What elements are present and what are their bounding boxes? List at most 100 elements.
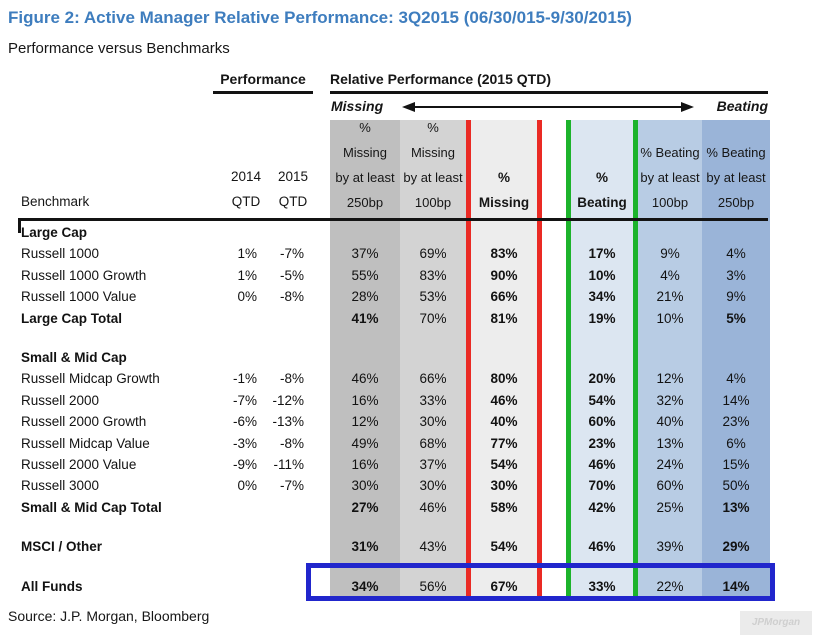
cell-2015-qtd (245, 536, 304, 557)
cell-beating-100bp: 32% (656, 392, 684, 408)
cell-beating-100bp (638, 222, 702, 243)
cell-beating-100bp (638, 347, 702, 368)
row-label: Russell 2000 Growth (21, 414, 147, 430)
red-divider-line-right (537, 120, 542, 601)
row-label: MSCI / Other (21, 539, 103, 555)
cell-beating-250bp: 15% (722, 457, 750, 472)
cell-missing-100bp: 66% (419, 371, 447, 387)
table-body: Large Cap Russell 1000 1% -7% 37% 69% 83% 17% 9%… (0, 222, 814, 602)
table-row: All Funds 34% 56% 67% 33% 22% 14% (0, 576, 814, 597)
column-header-beating-100bp: % Beating by at least 100bp (638, 120, 702, 216)
cell-2015-qtd (245, 347, 304, 368)
row-label: Russell 1000 Value (21, 289, 137, 305)
column-header-line: Missing (410, 145, 456, 160)
cell-2015-qtd (245, 576, 304, 597)
cell-beating: 33% (588, 578, 616, 594)
cell-beating: 54% (588, 392, 616, 408)
year-2014-header: 2014 (230, 169, 262, 184)
table-row: Russell Midcap Growth -1% -8% 46% 66% 80% 20% 1… (0, 368, 814, 389)
cell-beating-100bp: 12% (656, 371, 684, 387)
column-header-missing-100bp: % Missing by at least 100bp (400, 120, 466, 216)
cell-missing-250bp: 46% (351, 371, 379, 387)
cell-beating: 10% (588, 267, 616, 283)
row-label: Large Cap (21, 225, 88, 240)
cell-beating: 34% (588, 289, 616, 305)
cell-beating: 17% (588, 246, 616, 262)
cell-beating (571, 222, 633, 243)
row-label: Russell 2000 (21, 392, 100, 408)
table-row: Large Cap Total 41% 70% 81% 19% 10% 5% (0, 308, 814, 329)
cell-beating-250bp: 4% (726, 371, 746, 387)
column-header-line: 250bp (717, 195, 755, 210)
column-header-line: % (497, 170, 510, 185)
column-header-beating: % Beating (571, 120, 633, 216)
cell-missing-100bp (400, 347, 466, 368)
cell-beating-100bp: 25% (656, 499, 684, 515)
column-header-line: 250bp (346, 195, 384, 210)
cell-missing-250bp (330, 347, 400, 368)
table-row: Small & Mid Cap Total 27% 46% 58% 42% 25% 13% (0, 497, 814, 518)
cell-missing-250bp: 12% (351, 414, 379, 430)
cell-2015-qtd: -11% (273, 457, 304, 472)
column-header-line: Missing (342, 145, 388, 160)
relative-performance-group-header: Relative Performance (2015 QTD) (330, 71, 551, 87)
column-header-line: % (427, 120, 439, 135)
cell-beating-100bp: 24% (656, 457, 684, 472)
column-header-line: % Beating (640, 145, 700, 160)
column-header-line: by at least (335, 170, 395, 185)
cell-2014-qtd: -3% (232, 435, 257, 451)
table-left-tick (18, 220, 21, 233)
cell-missing-100bp: 70% (419, 310, 447, 326)
cell-beating-100bp: 13% (656, 435, 684, 451)
column-strip-beating-100bp (638, 120, 702, 601)
table-row: Russell Midcap Value -3% -8% 49% 68% 77% 23% 13… (0, 433, 814, 454)
cell-missing-250bp: 27% (351, 499, 379, 515)
beating-direction-label: Beating (716, 98, 768, 114)
green-divider-line-left (566, 120, 571, 601)
cell-2015-qtd (245, 497, 304, 518)
cell-beating-250bp: 13% (722, 499, 750, 515)
performance-group-header: Performance (220, 71, 306, 87)
table-row: Russell 1000 Value 0% -8% 28% 53% 66% 34% 21% 9% (0, 286, 814, 307)
column-header-line: 100bp (651, 195, 689, 210)
cell-missing-100bp: 53% (419, 289, 447, 305)
cell-missing-250bp: 41% (351, 310, 379, 326)
cell-missing-100bp: 68% (419, 435, 447, 451)
cell-missing-100bp: 30% (419, 414, 447, 430)
cell-2015-qtd: -7% (279, 478, 304, 494)
column-strip-beating (571, 120, 633, 601)
cell-beating-250bp: 14% (722, 578, 750, 594)
cell-beating: 70% (588, 478, 616, 494)
cell-beating-250bp: 4% (726, 246, 746, 262)
cell-2014-qtd: -6% (232, 414, 257, 430)
cell-beating (571, 347, 633, 368)
figure-subtitle: Performance versus Benchmarks (8, 40, 230, 57)
cell-missing: 40% (490, 414, 518, 430)
table-row: Russell 2000 Growth -6% -13% 12% 30% 40% 60% 40… (0, 411, 814, 432)
column-header-line: Beating (577, 195, 627, 210)
cell-2015-qtd: -13% (272, 414, 304, 430)
cell-beating-250bp: 14% (722, 392, 750, 408)
table-row: Russell 2000 -7% -12% 16% 33% 46% 54% 32% 14% (0, 390, 814, 411)
red-divider-line-left (466, 120, 471, 601)
table-row: MSCI / Other 31% 43% 54% 46% 39% 29% (0, 536, 814, 557)
row-label: Russell Midcap Growth (21, 371, 160, 387)
figure-title: Figure 2: Active Manager Relative Perfor… (8, 8, 632, 27)
column-strip-beating-250bp (702, 120, 770, 601)
cell-2015-qtd: -12% (272, 392, 304, 408)
column-strip-missing-250bp (330, 120, 400, 601)
cell-missing: 80% (490, 371, 518, 387)
cell-2014-qtd: -7% (232, 392, 257, 408)
table-row: Russell 1000 Growth 1% -5% 55% 83% 90% 10% 4% 3% (0, 265, 814, 286)
cell-2015-qtd: -5% (279, 267, 304, 283)
performance-underline (213, 91, 313, 94)
row-label: Russell 2000 Value (21, 457, 137, 472)
cell-2014-qtd: -9% (232, 457, 257, 472)
cell-missing (471, 347, 537, 368)
missing-beating-arrow-icon (402, 100, 694, 119)
cell-2014-qtd: -1% (232, 371, 257, 387)
table-header-rule (18, 218, 768, 221)
cell-beating-100bp: 4% (660, 267, 680, 283)
qtd-2014-header: QTD (231, 194, 261, 209)
cell-2015-qtd: -7% (279, 246, 304, 262)
